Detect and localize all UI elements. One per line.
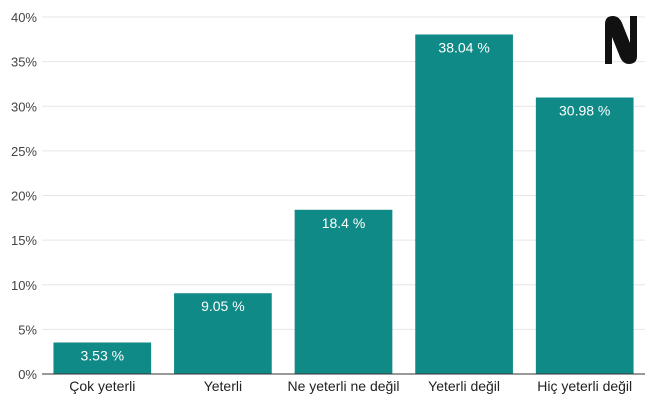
bar-value-label: 38.04 % — [438, 39, 489, 55]
x-category-label: Çok yeterli — [69, 378, 135, 394]
y-tick-label: 25% — [11, 144, 37, 159]
bar-value-label: 9.05 % — [201, 298, 245, 314]
x-category-label: Ne yeterli ne değil — [287, 378, 399, 394]
x-category-label: Yeterli — [204, 378, 242, 394]
n-logo-icon — [605, 16, 637, 64]
bar — [294, 209, 393, 374]
y-axis-ticks: 0% 5% 10% 15% 20% 25% 30% 35% 40% — [11, 10, 37, 382]
y-tick-label: 40% — [11, 10, 37, 25]
y-tick-label: 15% — [11, 233, 37, 248]
y-tick-label: 5% — [18, 322, 37, 337]
bar-value-label: 3.53 % — [81, 347, 125, 363]
y-tick-label: 35% — [11, 55, 37, 70]
bars — [53, 34, 634, 374]
bar — [53, 342, 152, 374]
x-axis-categories: Çok yeterli Yeterli Ne yeterli ne değil Yet… — [69, 378, 632, 394]
bar-value-label: 18.4 % — [322, 215, 366, 231]
data-labels: 3.53 % 9.05 % 18.4 % 38.04 % 30.98 % — [81, 39, 611, 363]
bar — [174, 293, 272, 374]
bar — [535, 97, 634, 374]
y-tick-label: 10% — [11, 278, 37, 293]
bar-value-label: 30.98 % — [559, 103, 610, 119]
bar — [415, 34, 513, 374]
y-tick-label: 0% — [18, 367, 37, 382]
x-category-label: Yeterli değil — [428, 378, 500, 394]
x-category-label: Hiç yeterli değil — [537, 378, 632, 394]
y-tick-label: 30% — [11, 99, 37, 114]
y-tick-label: 20% — [11, 189, 37, 204]
